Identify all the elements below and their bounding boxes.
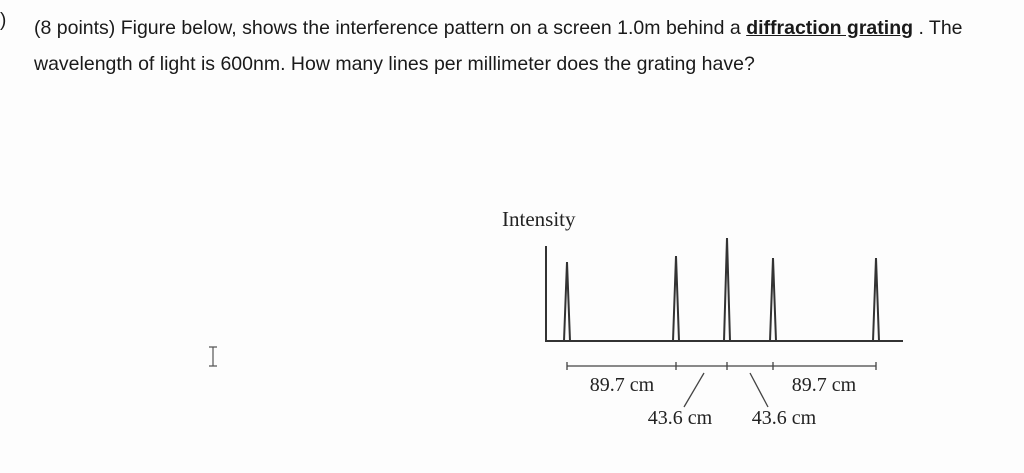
leader bbox=[749, 372, 769, 408]
question-number: ) bbox=[0, 10, 7, 31]
dimension-label: 43.6 cm bbox=[648, 407, 713, 429]
text-cursor bbox=[209, 346, 217, 367]
dimension-label: 89.7 cm bbox=[590, 374, 655, 396]
text: Figure below, shows the interference pat… bbox=[120, 17, 741, 39]
dimension-lines bbox=[566, 362, 877, 408]
intensity-curve bbox=[557, 237, 880, 342]
leader bbox=[683, 372, 705, 408]
points: (8 points) bbox=[34, 17, 116, 39]
question-text: (8 points) Figure below, shows the inter… bbox=[34, 10, 994, 82]
dimension-label: 43.6 cm bbox=[752, 407, 817, 429]
text: . The wavelength of light is 600nm. How … bbox=[34, 17, 963, 75]
axis-label: Intensity bbox=[502, 207, 576, 231]
term: diffraction grating bbox=[746, 17, 914, 39]
dimension-label: 89.7 cm bbox=[792, 374, 857, 396]
plot bbox=[545, 237, 903, 342]
